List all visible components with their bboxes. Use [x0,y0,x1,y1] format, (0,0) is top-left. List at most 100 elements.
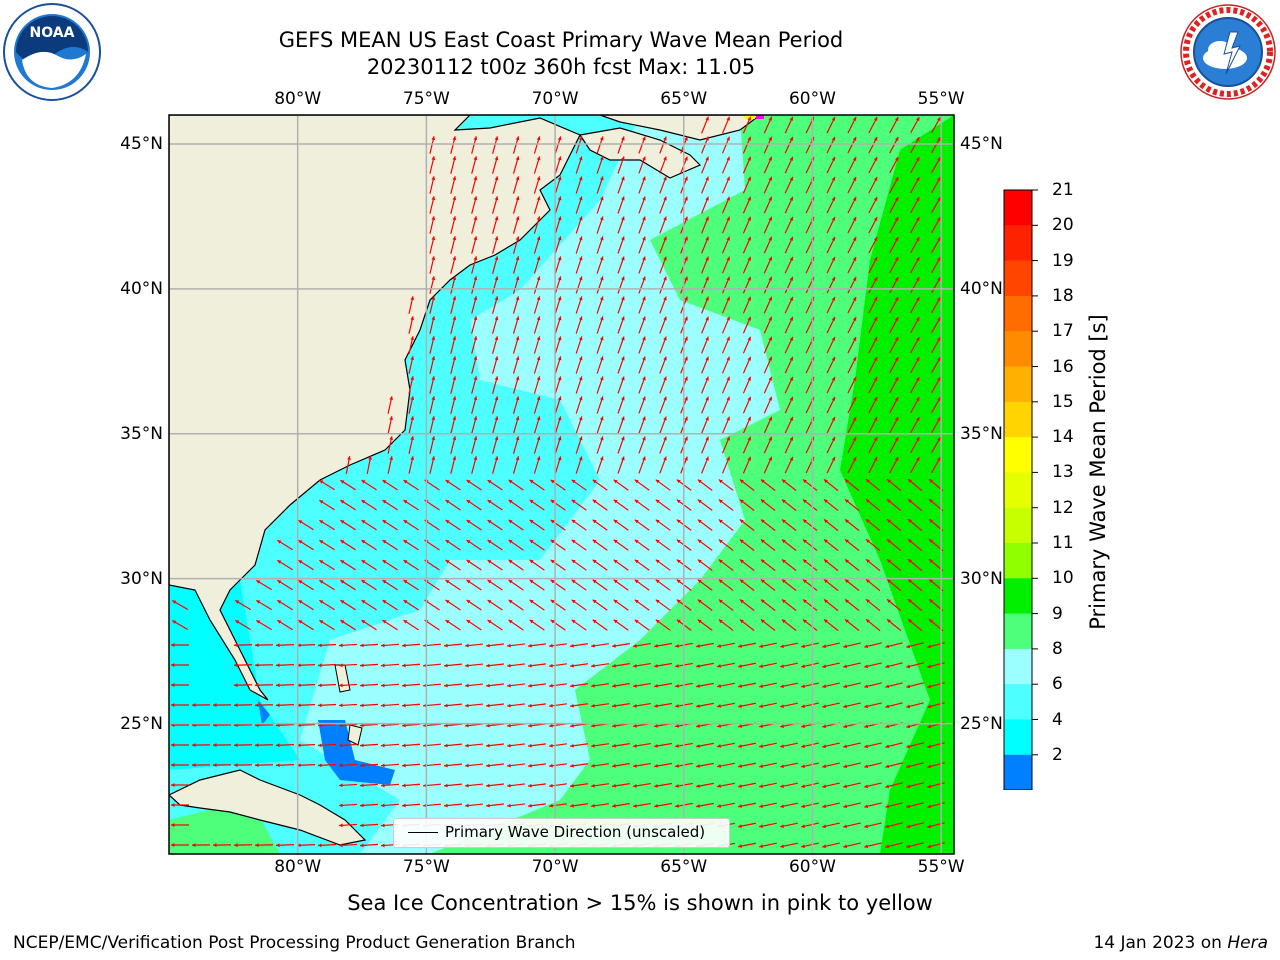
wave-arrow [739,579,755,591]
wave-arrow [554,376,562,394]
wave-arrow [380,743,400,748]
wave-arrow [508,499,524,511]
wave-arrow [889,396,899,414]
wave-arrow [738,842,756,848]
wave-arrow [506,783,526,788]
wave-arrow [382,539,398,551]
wave-arrow [255,599,273,611]
wave-arrow [508,579,524,591]
wave-arrow [487,539,503,551]
wave-arrow [338,803,358,808]
nws-logo-icon [1180,4,1276,100]
wave-arrow [408,296,415,314]
wave-arrow [554,216,562,234]
wave-arrow [889,336,899,354]
wave-arrow [868,296,878,314]
wave-arrow [340,579,356,591]
colorbar-frame [1003,189,1033,790]
wave-arrow [844,518,860,532]
wave-arrow [485,723,505,728]
wave-arrow [382,599,398,611]
wave-arrow [638,216,646,234]
wave-arrow [659,176,667,194]
lat-tick-left: 25°N [120,713,163,734]
wave-arrow [617,436,625,454]
lon-tick-top: 75°W [402,89,450,109]
wave-arrow [275,683,295,688]
wave-arrow [512,396,520,414]
wave-arrow [844,598,860,612]
wave-arrow [760,579,776,591]
wave-arrow [654,702,672,708]
wave-arrow [443,723,463,728]
wave-arrow [275,703,295,708]
wave-arrow [485,763,505,768]
wave-arrow [296,643,316,648]
wave-arrow [512,236,520,254]
wave-arrow [548,703,568,708]
wave-arrow [275,763,295,768]
wave-arrow [612,803,630,808]
wave-arrow [654,682,672,688]
wave-arrow [906,702,924,709]
wave-arrow [533,196,541,214]
wave-arrow [571,479,587,491]
wave-arrow [464,683,484,688]
wave-arrow [596,136,604,154]
wave-arrow [554,256,562,274]
wave-arrow [742,456,752,474]
wave-arrow [763,216,773,234]
cuba-landmass [169,769,367,846]
wave-arrow [718,499,734,511]
wave-arrow [443,683,463,688]
wave-arrow [697,619,713,631]
wave-arrow [847,296,857,314]
wave-arrow [554,136,562,154]
wave-arrow [781,558,797,572]
wave-arrow [780,802,798,809]
wave-arrow [429,276,436,294]
wave-arrow [844,498,860,512]
wave-arrow [759,642,777,648]
wave-arrow [868,236,878,254]
wave-arrow [492,236,499,254]
wave-arrow [366,456,372,474]
wave-arrow [738,682,756,688]
colorbar-tick-label: 9 [1052,603,1063,624]
wave-arrow [638,416,646,434]
wave-arrow [464,703,484,708]
wave-arrow [533,156,541,174]
wave-arrow [738,782,756,788]
wave-arrow [464,763,484,768]
wave-arrow [739,539,755,551]
wave-arrow [759,782,777,788]
wave-arrow [659,396,667,414]
wave-arrow [697,559,713,571]
wave-arrow [907,498,923,512]
wave-arrow [527,783,547,788]
lat-tick-left: 30°N [120,568,163,589]
wave-arrow [613,619,629,631]
wave-arrow [617,216,625,234]
wave-arrow [575,316,583,334]
lon-tick-top: 55°W [917,89,965,109]
wave-arrow [596,396,604,414]
wave-arrow [527,703,547,708]
wave-arrow [864,762,882,769]
wave-arrow [338,663,358,668]
wave-arrow [906,662,924,669]
wave-arrow [450,336,457,354]
wave-arrow [255,579,273,591]
wave-arrow [718,579,734,591]
wave-arrow [763,456,773,474]
wave-arrow [763,336,773,354]
wave-arrow [492,436,499,454]
wave-arrow [801,802,819,809]
wave-arrow [450,256,457,274]
wave-arrow [443,663,463,668]
wave-arrow [742,336,752,354]
wave-arrow [359,763,379,768]
wave-arrow [910,196,920,214]
wave-arrow [822,762,840,769]
wave-arrow [760,599,776,611]
